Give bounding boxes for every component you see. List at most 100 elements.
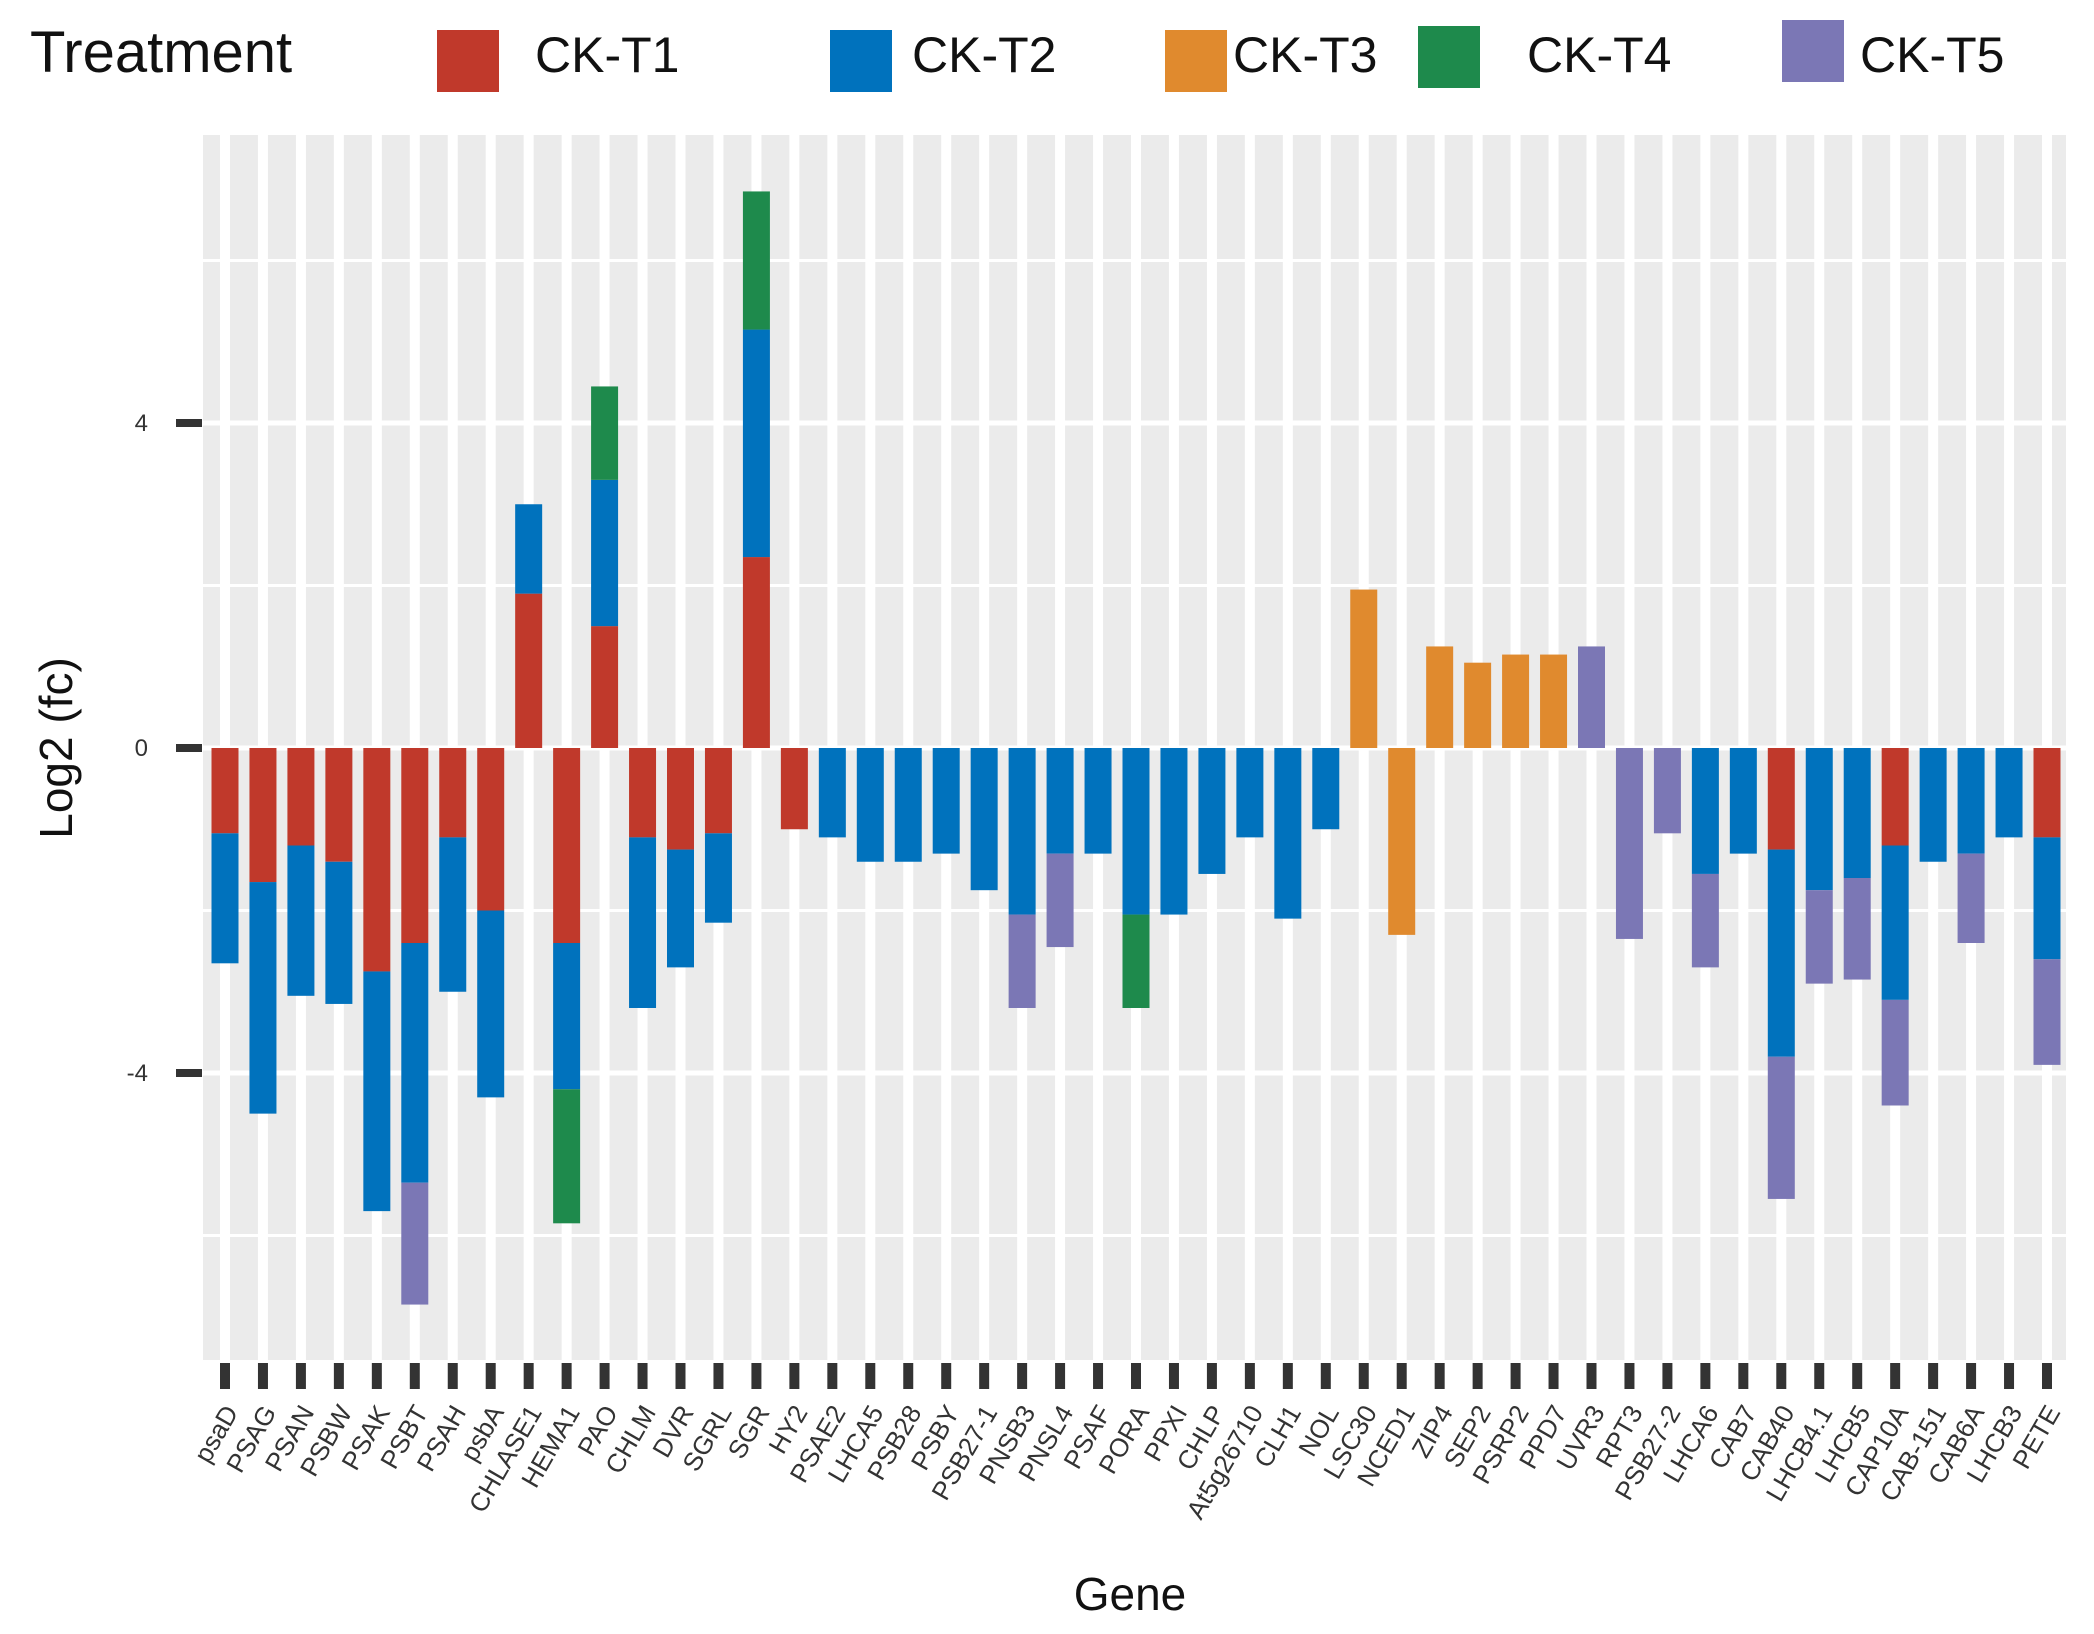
- bar-ppxi-ck-t2: [1160, 748, 1188, 915]
- bar-hema1-ck-t4: [553, 1089, 581, 1224]
- bar-lhcb5-ck-t2: [1843, 748, 1871, 878]
- bar-ppd7-ck-t3: [1540, 654, 1568, 748]
- bar-dvr-ck-t2: [667, 849, 694, 968]
- bar-pnsl4-ck-t2: [1046, 748, 1074, 854]
- bar-chlp-ck-t2: [1198, 748, 1226, 874]
- bar-psbw-ck-t2: [325, 861, 353, 1004]
- bar-cab6a-ck-t5: [1957, 853, 1985, 943]
- x-tick-mark: [1890, 1363, 1901, 1389]
- bar-chlm-ck-t1: [629, 748, 657, 838]
- y-tick-label: 4: [135, 410, 148, 437]
- x-tick-mark: [1244, 1363, 1255, 1389]
- legend-title: Treatment: [30, 20, 292, 85]
- bar-lhcb4-1-ck-t5: [1805, 890, 1833, 984]
- bar-pete-ck-t5: [2033, 959, 2061, 1065]
- x-tick-mark: [637, 1363, 648, 1389]
- bar-zip4-ck-t3: [1426, 646, 1454, 748]
- bar-pora-ck-t2: [1122, 748, 1150, 915]
- legend: Treatment CK-T1 CK-T2 CK-T3 CK-T4 CK-T5: [30, 20, 2004, 92]
- x-tick-mark: [523, 1363, 534, 1389]
- x-tick-label-sgr: SGR: [721, 1400, 775, 1464]
- bar-pora-ck-t4: [1122, 914, 1150, 1008]
- bar-lhcb4-1-ck-t2: [1805, 748, 1833, 891]
- bar-hema1-ck-t2: [553, 943, 581, 1090]
- bar-cab40-ck-t5: [1767, 1056, 1795, 1199]
- bar-lhca5-ck-t2: [856, 748, 884, 862]
- x-tick-mark: [371, 1363, 382, 1389]
- y-axis-title: Log2 (fc): [30, 657, 82, 839]
- bar-dvr-ck-t1: [667, 748, 694, 850]
- bar-psad-ck-t2: [211, 833, 239, 964]
- bar-cab7-ck-t2: [1729, 748, 1757, 854]
- bar-cap10a-ck-t1: [1881, 748, 1909, 846]
- x-tick-mark: [1472, 1363, 1483, 1389]
- bar-cab40-ck-t1: [1767, 748, 1795, 850]
- x-tick-mark: [1168, 1363, 1179, 1389]
- x-tick-mark: [2042, 1363, 2052, 1389]
- bar-psba-ck-t2: [477, 910, 505, 1098]
- x-tick-mark: [257, 1363, 268, 1389]
- bar-psan-ck-t2: [287, 845, 315, 996]
- bar-cab40-ck-t2: [1767, 849, 1795, 1057]
- bar-lhcb5-ck-t5: [1843, 878, 1871, 980]
- bars: [211, 191, 2061, 1305]
- bar-lsc30-ck-t3: [1350, 589, 1378, 748]
- bar-psbw-ck-t1: [325, 748, 353, 862]
- bar-lhca6-ck-t2: [1691, 748, 1719, 874]
- bar-sgr-ck-t1: [742, 557, 770, 748]
- bar-psag-ck-t2: [249, 882, 277, 1114]
- x-tick-mark: [220, 1363, 230, 1389]
- bar-cab-151-ck-t2: [1919, 748, 1947, 862]
- x-tick-mark: [1776, 1363, 1787, 1389]
- y-tick-label: 0: [135, 735, 148, 762]
- x-tick-mark: [333, 1363, 344, 1389]
- x-tick-mark: [827, 1363, 838, 1389]
- bar-cap10a-ck-t2: [1881, 845, 1909, 1000]
- bar-psah-ck-t1: [439, 748, 467, 838]
- x-tick-mark: [1131, 1363, 1141, 1389]
- bar-sgrl-ck-t1: [704, 748, 732, 834]
- x-tick-mark: [447, 1363, 458, 1389]
- legend-label-ck-t3: CK-T3: [1233, 27, 1377, 83]
- x-tick-mark: [1358, 1363, 1369, 1389]
- bar-clh1-ck-t2: [1274, 748, 1302, 919]
- bar-pnsl4-ck-t5: [1046, 853, 1074, 948]
- legend-label-ck-t4: CK-T4: [1527, 27, 1671, 83]
- x-tick-mark: [599, 1363, 610, 1389]
- bar-at5g26710-ck-t2: [1236, 748, 1264, 838]
- x-tick-mark: [561, 1363, 572, 1389]
- x-tick-mark: [2004, 1363, 2015, 1389]
- bar-nol-ck-t2: [1312, 748, 1340, 830]
- x-tick-mark: [1093, 1363, 1104, 1389]
- legend-swatch-ck-t3: [1165, 30, 1227, 92]
- x-tick-mark: [713, 1363, 724, 1389]
- bar-psby-ck-t2: [932, 748, 960, 854]
- x-axis-title: Gene: [1074, 1568, 1187, 1620]
- x-tick-mark: [1320, 1363, 1331, 1389]
- x-tick-mark: [409, 1363, 420, 1389]
- bar-uvr3-ck-t5: [1578, 646, 1605, 748]
- bar-psbt-ck-t5: [401, 1182, 429, 1305]
- x-tick-mark: [1700, 1363, 1711, 1389]
- bar-psaf-ck-t2: [1084, 748, 1112, 854]
- bar-psrp2-ck-t3: [1502, 654, 1530, 748]
- legend-swatch-ck-t4: [1418, 26, 1480, 88]
- x-tick-mark: [1055, 1363, 1066, 1389]
- x-tick-mark: [485, 1363, 496, 1389]
- x-tick-mark: [1282, 1363, 1293, 1389]
- bar-chlm-ck-t2: [629, 837, 657, 1008]
- legend-label-ck-t2: CK-T2: [912, 27, 1056, 83]
- bar-psan-ck-t1: [287, 748, 315, 846]
- x-tick-mark: [1624, 1363, 1635, 1389]
- bar-nced1-ck-t3: [1388, 748, 1416, 935]
- x-tick-mark: [1852, 1363, 1863, 1389]
- bar-pao-ck-t4: [591, 386, 619, 480]
- y-tick-mark: [176, 744, 202, 752]
- x-tick-mark: [979, 1363, 990, 1389]
- bar-psah-ck-t2: [439, 837, 467, 992]
- x-tick-mark: [865, 1363, 876, 1389]
- bar-chlase1-ck-t1: [515, 593, 543, 748]
- legend-swatch-ck-t5: [1782, 20, 1844, 82]
- bar-psad-ck-t1: [211, 748, 239, 834]
- legend-label-ck-t5: CK-T5: [1860, 27, 2004, 83]
